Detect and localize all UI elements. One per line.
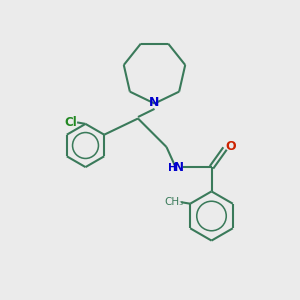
- Text: Cl: Cl: [64, 116, 77, 129]
- Text: CH₃: CH₃: [164, 197, 184, 207]
- Text: N: N: [149, 95, 160, 109]
- Text: N: N: [173, 161, 184, 174]
- Text: H: H: [167, 163, 176, 173]
- Text: O: O: [225, 140, 236, 154]
